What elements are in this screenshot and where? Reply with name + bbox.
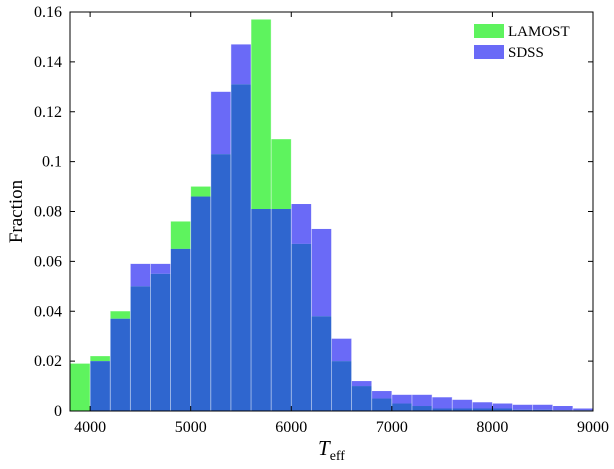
histogram-bar-excess <box>411 394 433 407</box>
y-tick-label: 0 <box>54 403 62 420</box>
histogram-bar-excess <box>552 406 573 411</box>
x-tick-label: 9000 <box>577 419 609 436</box>
histogram-bar-excess <box>351 381 372 387</box>
histogram-bar-overlap <box>170 248 191 411</box>
y-tick-label: 0.06 <box>34 253 62 270</box>
histogram-bar-excess <box>532 404 553 410</box>
histogram-bar-excess <box>291 204 312 244</box>
histogram-bar-overlap <box>432 408 453 411</box>
histogram-bar-excess <box>371 391 392 399</box>
histogram-bar-overlap <box>251 209 272 411</box>
y-tick-label: 0.02 <box>34 353 62 370</box>
x-tick-label: 5000 <box>175 419 207 436</box>
histogram-bar-excess <box>311 228 332 317</box>
legend-swatch-lamost <box>474 24 504 38</box>
histogram-bar-overlap <box>90 361 111 411</box>
histogram-bar-excess <box>432 397 453 409</box>
histogram-bar-overlap <box>492 408 513 411</box>
histogram-bar-excess <box>271 139 292 210</box>
histogram-bar-overlap <box>371 398 392 411</box>
histogram-bar-excess <box>210 91 231 155</box>
bars-layer <box>70 19 593 412</box>
histogram-bar-excess <box>150 263 171 274</box>
ticks-layer: 4000 5000 6000 7000 8000 9000 0 0.02 0.04 0.06 0.0… <box>34 4 609 436</box>
x-axis-label-symbol: T <box>318 436 331 460</box>
histogram-bar-excess <box>331 338 352 362</box>
y-tick-label: 0.1 <box>42 154 62 171</box>
histogram-bar-excess <box>391 394 412 404</box>
histogram-bar-excess <box>130 263 151 287</box>
histogram-bar-overlap <box>532 409 553 411</box>
histogram-bar-overlap <box>472 408 493 411</box>
y-tick-label: 0.14 <box>34 54 62 71</box>
y-tick-label: 0.12 <box>34 104 62 121</box>
histogram-bar-overlap <box>210 154 231 412</box>
histogram-bar-excess <box>70 363 91 411</box>
x-tick-label: 7000 <box>376 419 408 436</box>
histogram-bar-overlap <box>512 409 533 411</box>
histogram-bar-excess <box>110 311 131 319</box>
histogram-bar-overlap <box>190 196 211 411</box>
y-tick-label: 0.08 <box>34 204 62 221</box>
legend-label-lamost: LAMOST <box>508 24 570 40</box>
histogram-bar-overlap <box>130 286 151 411</box>
legend-label-sdss: SDSS <box>508 45 544 61</box>
histogram-bar-excess <box>230 44 252 85</box>
histogram-bar-excess <box>472 402 493 409</box>
histogram-bar-overlap <box>230 84 252 411</box>
x-tick-label: 4000 <box>74 419 106 436</box>
histogram-bar-excess <box>251 19 272 210</box>
y-axis-label: Fraction <box>6 179 27 243</box>
histogram-bar-excess <box>90 356 111 362</box>
histogram-bar-overlap <box>331 361 352 411</box>
histogram-bar-excess <box>170 221 191 249</box>
histogram-bar-overlap <box>351 386 372 411</box>
x-axis-label-subscript: eff <box>330 449 346 464</box>
histogram-bar-overlap <box>311 316 332 411</box>
histogram-bar-excess <box>572 408 593 411</box>
histogram-bar-overlap <box>271 209 292 411</box>
histogram-bar-overlap <box>452 408 473 411</box>
y-tick-label: 0.04 <box>34 303 62 320</box>
x-axis-label: Teff <box>318 436 345 464</box>
histogram-bar-excess <box>452 399 473 409</box>
legend: LAMOST SDSS <box>474 24 570 61</box>
histogram-bar-excess <box>190 186 211 197</box>
histogram-bar-overlap <box>411 406 433 411</box>
legend-swatch-sdss <box>474 45 504 59</box>
histogram-bar-excess <box>492 403 513 409</box>
y-tick-label: 0.16 <box>34 4 62 21</box>
histogram-bar-overlap <box>110 318 131 411</box>
histogram-bar-overlap <box>150 273 171 411</box>
x-tick-label: 6000 <box>275 419 307 436</box>
histogram-bar-excess <box>512 404 533 410</box>
x-tick-label: 8000 <box>476 419 508 436</box>
histogram-bar-overlap <box>391 403 412 411</box>
histogram-bar-overlap <box>291 243 312 411</box>
